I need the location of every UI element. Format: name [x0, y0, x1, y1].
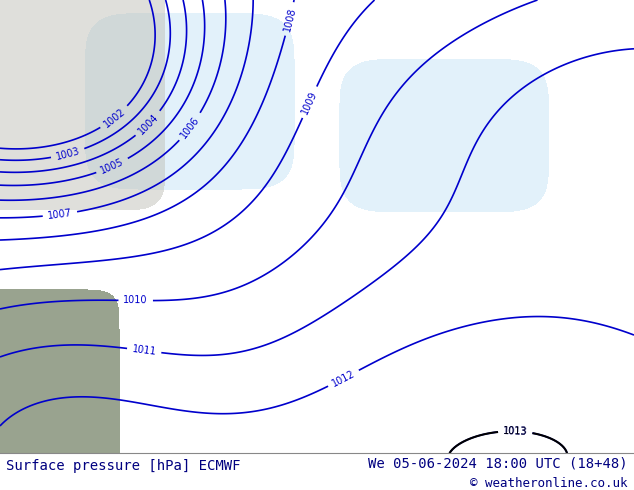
Text: 1005: 1005: [99, 157, 126, 176]
Text: 1006: 1006: [179, 114, 202, 140]
Text: We 05-06-2024 18:00 UTC (18+48): We 05-06-2024 18:00 UTC (18+48): [368, 457, 628, 470]
Text: 1007: 1007: [47, 208, 73, 221]
Text: 1009: 1009: [300, 89, 319, 116]
Text: © weatheronline.co.uk: © weatheronline.co.uk: [470, 477, 628, 490]
Text: 1013: 1013: [503, 426, 527, 437]
Text: 1011: 1011: [131, 344, 157, 357]
Text: 1010: 1010: [124, 295, 148, 306]
Text: 1008: 1008: [281, 6, 297, 32]
Text: 1003: 1003: [55, 146, 81, 162]
Text: 1012: 1012: [330, 368, 357, 389]
Text: Surface pressure [hPa] ECMWF: Surface pressure [hPa] ECMWF: [6, 459, 241, 473]
Text: 1004: 1004: [136, 112, 160, 136]
Text: 1002: 1002: [102, 106, 127, 129]
Text: 1013: 1013: [503, 426, 527, 437]
